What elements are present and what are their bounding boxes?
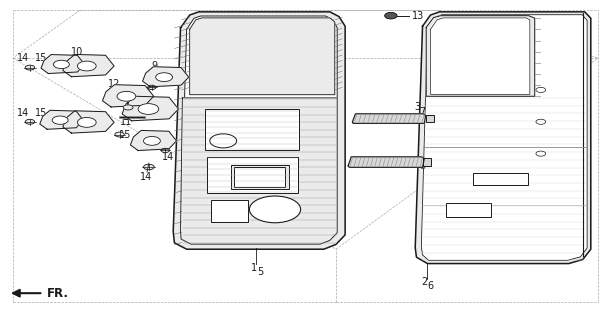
Polygon shape [353, 114, 426, 123]
Circle shape [161, 148, 169, 153]
Text: 9: 9 [59, 110, 65, 120]
Bar [205, 109, 299, 150]
Polygon shape [180, 98, 337, 244]
Text: 5: 5 [257, 267, 263, 277]
Polygon shape [63, 111, 114, 133]
Circle shape [144, 136, 160, 145]
Text: 10: 10 [139, 137, 151, 147]
Text: 9: 9 [152, 61, 158, 71]
Circle shape [156, 73, 172, 82]
Bar [426, 115, 434, 122]
Bar [233, 167, 285, 187]
Polygon shape [41, 54, 84, 74]
Text: 1: 1 [251, 263, 257, 273]
Polygon shape [426, 16, 535, 96]
Polygon shape [180, 16, 337, 244]
Text: 11: 11 [120, 117, 133, 127]
Text: FR.: FR. [46, 287, 68, 300]
Text: 7: 7 [419, 107, 425, 117]
Text: 15: 15 [150, 72, 163, 82]
Text: 3: 3 [414, 102, 420, 112]
Text: 15: 15 [35, 53, 47, 63]
Bar [231, 165, 289, 189]
Text: 12: 12 [108, 78, 120, 89]
Circle shape [25, 65, 35, 70]
Circle shape [78, 61, 96, 71]
Polygon shape [40, 110, 83, 129]
Circle shape [148, 85, 156, 90]
Text: 14: 14 [140, 172, 152, 181]
Circle shape [210, 134, 236, 148]
Text: 13: 13 [412, 11, 424, 21]
Circle shape [144, 164, 154, 170]
Circle shape [78, 117, 96, 127]
Bar [211, 200, 247, 222]
Text: 14: 14 [163, 152, 175, 162]
Text: 16: 16 [120, 88, 132, 98]
Bar [423, 158, 431, 166]
Text: 4: 4 [414, 156, 420, 167]
Bar [207, 157, 298, 194]
Text: 8: 8 [419, 161, 425, 172]
Polygon shape [415, 12, 591, 264]
Polygon shape [173, 12, 345, 249]
Circle shape [52, 116, 68, 124]
Polygon shape [103, 85, 154, 107]
Bar [473, 173, 528, 186]
Circle shape [385, 12, 397, 19]
Polygon shape [348, 157, 425, 167]
Circle shape [123, 105, 133, 110]
Polygon shape [189, 18, 335, 95]
Polygon shape [422, 15, 587, 260]
Polygon shape [122, 96, 178, 121]
Text: 14: 14 [16, 108, 29, 118]
Text: 15: 15 [35, 108, 47, 118]
Polygon shape [431, 18, 530, 94]
Text: 2: 2 [422, 277, 428, 287]
Circle shape [138, 104, 159, 115]
Text: 14: 14 [16, 53, 29, 63]
Circle shape [117, 92, 136, 101]
Circle shape [53, 60, 69, 68]
Text: 10: 10 [71, 47, 84, 57]
Polygon shape [142, 67, 189, 87]
Circle shape [249, 196, 301, 223]
Text: 6: 6 [428, 281, 434, 291]
Circle shape [115, 132, 124, 137]
Bar [125, 107, 142, 119]
Circle shape [25, 119, 35, 124]
Polygon shape [63, 54, 114, 77]
Bar [445, 203, 491, 217]
Polygon shape [130, 131, 177, 150]
Text: 15: 15 [119, 130, 131, 140]
